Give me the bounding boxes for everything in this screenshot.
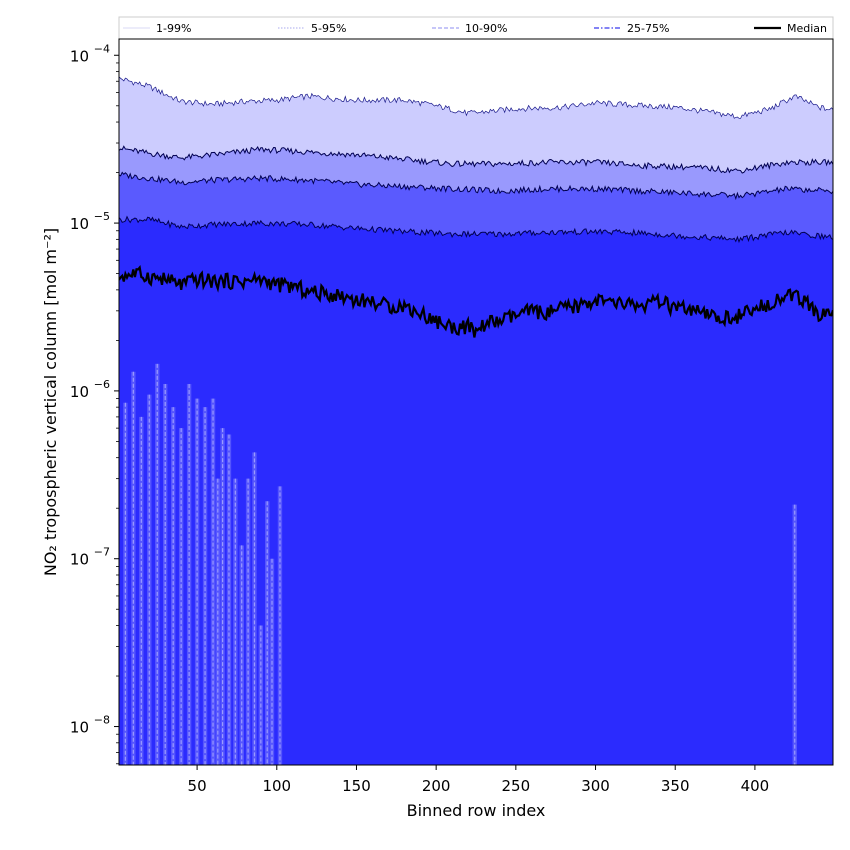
band-edge-1-99% <box>119 76 833 119</box>
legend-label: 5-95% <box>311 22 346 35</box>
legend-label: 10-90% <box>465 22 507 35</box>
low-percentile-spike <box>792 504 797 765</box>
low-percentile-spike <box>170 407 176 765</box>
x-tick-label: 250 <box>502 777 531 795</box>
plot-area <box>119 76 833 765</box>
band-edge-10-90% <box>119 171 833 201</box>
low-percentile-spike <box>233 478 238 765</box>
median-line <box>119 264 833 338</box>
y-tick-label: 10 <box>70 47 89 65</box>
legend-label: 25-75% <box>627 22 669 35</box>
x-tick-label: 150 <box>342 777 371 795</box>
band-5-95% <box>119 146 833 199</box>
x-axis-label: Binned row index <box>407 801 546 820</box>
y-tick-label: 10 <box>70 215 89 233</box>
x-tick-label: 200 <box>422 777 451 795</box>
band-25-75% <box>119 216 833 765</box>
y-tick-exponent: −6 <box>94 378 110 391</box>
x-tick-label: 400 <box>741 777 770 795</box>
band-1-99% <box>119 76 833 173</box>
low-percentile-spike <box>265 501 270 765</box>
low-percentile-spike <box>215 478 221 765</box>
y-tick-exponent: −4 <box>94 42 110 55</box>
y-tick-exponent: −7 <box>94 546 110 559</box>
band-edge-5-95% <box>119 145 833 174</box>
low-percentile-spike <box>245 478 251 765</box>
y-tick-exponent: −5 <box>94 210 110 223</box>
low-percentile-spike <box>186 383 192 765</box>
low-percentile-spike <box>131 371 136 765</box>
legend: 1-99% 5-95% 10-90% 25-75% Median <box>118 16 834 40</box>
axes: 50 100 150 200 250 300 350 400 10 −8 10 −7 10 −6 10 −5 1… <box>70 38 834 795</box>
y-tick-label: 10 <box>70 719 89 737</box>
legend-label: Median <box>787 22 827 35</box>
band-edge-25-75% <box>119 215 833 244</box>
x-tick-label: 350 <box>661 777 690 795</box>
legend-label: 1-99% <box>156 22 191 35</box>
y-tick-label: 10 <box>70 551 89 569</box>
x-tick-label: 300 <box>581 777 610 795</box>
y-tick-exponent: −8 <box>94 714 110 727</box>
low-percentile-spike <box>202 407 208 765</box>
axes-frame <box>118 38 834 766</box>
low-percentile-spike <box>147 394 152 765</box>
x-tick-label: 50 <box>188 777 207 795</box>
y-axis-label: NO₂ tropospheric vertical column [mol m⁻… <box>41 228 60 576</box>
low-percentile-spike <box>163 383 168 765</box>
y-tick-label: 10 <box>70 383 89 401</box>
x-tick-label: 100 <box>262 777 291 795</box>
